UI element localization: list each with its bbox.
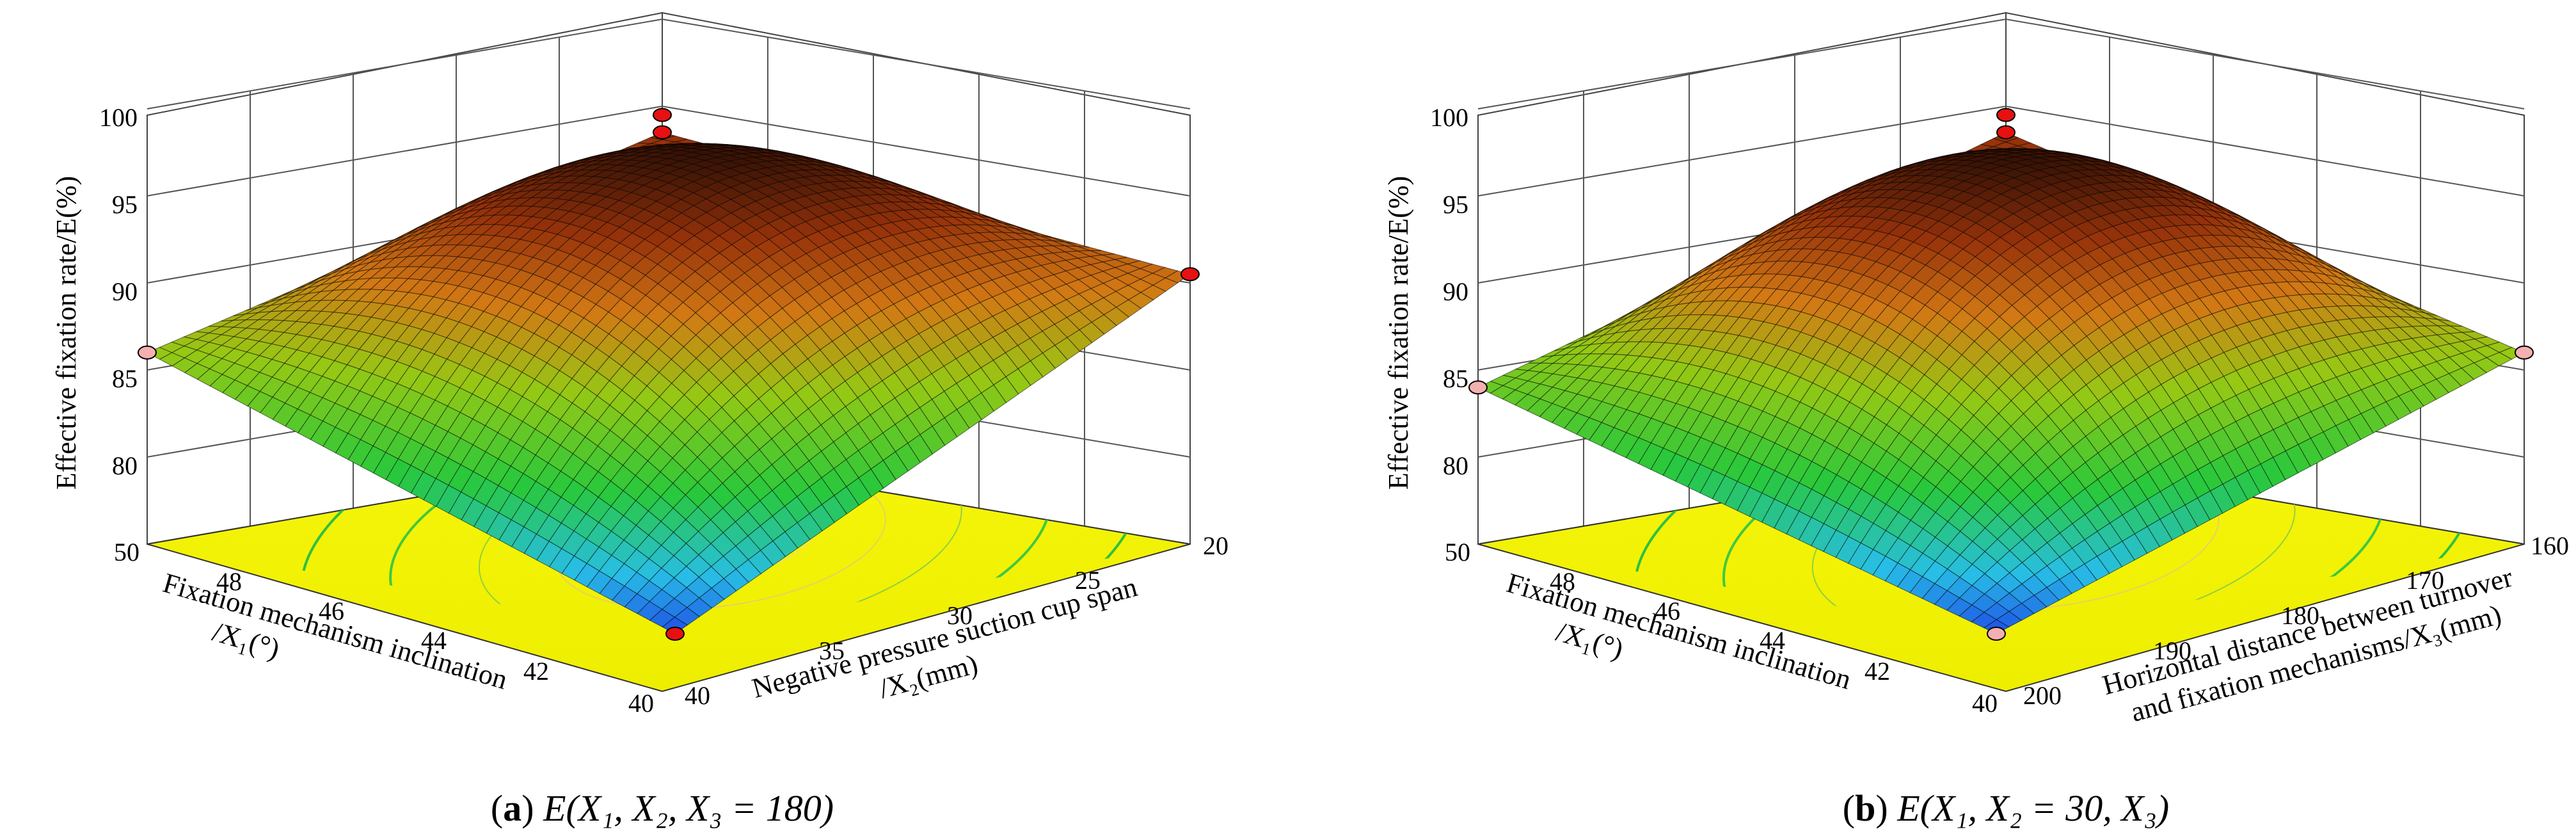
panel-a-x-ticks: 50 48 46 44 42 40 bbox=[114, 538, 654, 718]
panel-a-xtick-46: 46 bbox=[319, 597, 344, 625]
panel-a-ztick-85: 85 bbox=[112, 364, 138, 393]
panel-a-design-points bbox=[138, 108, 1200, 641]
panel-b-ztick-80: 80 bbox=[1443, 451, 1468, 480]
a-zgrid-line bbox=[147, 105, 1191, 197]
panel-b-y-ticks: 160 170 180 190 200 bbox=[2023, 531, 2569, 710]
b-design-point bbox=[1468, 380, 1488, 395]
panel-a-ytick-20: 20 bbox=[1203, 531, 1228, 560]
panel-a-zlabel: Effective fixation rate/E(%) bbox=[51, 176, 82, 490]
panel-b-xtick-46: 46 bbox=[1655, 597, 1680, 625]
panel-a-y-ticks: 20 25 30 35 40 bbox=[685, 531, 1228, 710]
panel-b-ztick-90: 90 bbox=[1443, 277, 1468, 306]
panel-a-z-ticks: 100 95 90 85 80 bbox=[99, 103, 138, 480]
b-design-point bbox=[1996, 125, 2015, 140]
panel-b-z-ticks: 100 95 90 85 80 bbox=[1430, 103, 1468, 480]
a-design-point bbox=[665, 627, 685, 641]
panel-a-ytick-30: 30 bbox=[947, 601, 973, 630]
panel-a-surface bbox=[146, 132, 1191, 634]
b-design-point bbox=[1987, 627, 2006, 641]
chart-panel-b: 100 95 90 85 80 Effective fixation rate/… bbox=[1383, 12, 2569, 829]
panel-a-xtick-48: 48 bbox=[216, 567, 242, 596]
chart-panel-a: 100 95 90 85 80 Effective fixation rate/… bbox=[51, 12, 1228, 829]
panel-b-ztick-85: 85 bbox=[1443, 364, 1468, 393]
b-zgrid-line bbox=[1477, 105, 2525, 197]
panel-b-ztick-95: 95 bbox=[1443, 190, 1468, 219]
a-design-point bbox=[1181, 267, 1200, 282]
a-design-point bbox=[653, 108, 672, 122]
panel-a-caption: (a) E(X₁, X₂, X₃ = 180) bbox=[491, 787, 834, 829]
panel-a-ztick-100: 100 bbox=[99, 103, 138, 132]
panel-a-xtick-50: 50 bbox=[114, 538, 139, 567]
panel-a-xtick-42: 42 bbox=[523, 657, 549, 686]
panel-b-ytick-200: 200 bbox=[2023, 681, 2062, 710]
panel-b-zlabel: Effective fixation rate/E(%) bbox=[1383, 176, 1414, 490]
panel-b-surface bbox=[1477, 132, 2525, 634]
panel-b-ytick-180: 180 bbox=[2281, 601, 2319, 630]
panel-a-xtick-44: 44 bbox=[421, 626, 447, 655]
b-design-point bbox=[2515, 345, 2534, 360]
panel-b-x-ticks: 50 48 46 44 42 40 bbox=[1445, 538, 1998, 718]
panel-b-xtick-44: 44 bbox=[1760, 626, 1785, 655]
panel-a-ztick-90: 90 bbox=[112, 277, 138, 306]
panel-a-ztick-80: 80 bbox=[112, 451, 138, 480]
panel-a-ztick-95: 95 bbox=[112, 190, 138, 219]
a-zgrid-line bbox=[147, 18, 1191, 109]
a-design-point bbox=[653, 125, 672, 140]
b-zgrid-line bbox=[1477, 18, 2525, 109]
b-floor-contour bbox=[1811, 454, 2296, 634]
panel-a-ytick-25: 25 bbox=[1075, 566, 1101, 595]
panel-b-xtick-40: 40 bbox=[1972, 689, 1998, 718]
panel-b-caption: (b) E(X₁, X₂ = 30, X₃) bbox=[1843, 787, 2169, 829]
panel-a-ytick-40: 40 bbox=[685, 681, 710, 710]
panel-b-design-points bbox=[1468, 108, 2534, 641]
panel-b-ytick-160: 160 bbox=[2531, 531, 2569, 560]
panel-b-xtick-50: 50 bbox=[1445, 538, 1470, 567]
panel-b-xtick-42: 42 bbox=[1864, 657, 1890, 686]
panel-a-ytick-35: 35 bbox=[819, 636, 845, 665]
b-design-point bbox=[1996, 108, 2015, 122]
panel-b-xtick-48: 48 bbox=[1550, 567, 1575, 596]
panel-b-ytick-190: 190 bbox=[2153, 636, 2191, 665]
a-design-point bbox=[138, 345, 157, 360]
panel-a-xtick-40: 40 bbox=[628, 689, 654, 718]
panel-b-ytick-170: 170 bbox=[2406, 566, 2444, 595]
panel-b-ztick-100: 100 bbox=[1430, 103, 1468, 132]
